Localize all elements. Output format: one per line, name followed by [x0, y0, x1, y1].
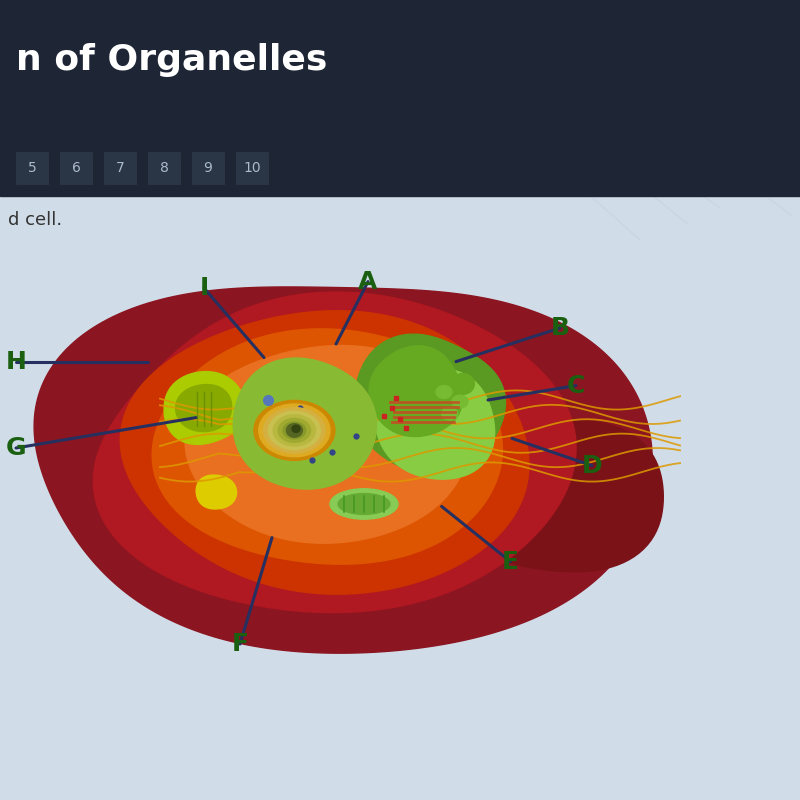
Text: 8: 8	[159, 161, 169, 175]
Polygon shape	[234, 358, 377, 489]
Ellipse shape	[330, 489, 398, 519]
Text: H: H	[6, 350, 26, 374]
Ellipse shape	[264, 407, 325, 453]
Polygon shape	[369, 346, 462, 437]
Ellipse shape	[254, 400, 335, 460]
Polygon shape	[176, 385, 232, 431]
Text: I: I	[199, 276, 209, 300]
Ellipse shape	[269, 411, 320, 450]
Text: A: A	[358, 270, 378, 294]
Polygon shape	[152, 329, 502, 564]
Ellipse shape	[292, 425, 300, 432]
Ellipse shape	[274, 414, 315, 446]
Text: C: C	[567, 374, 585, 398]
Text: F: F	[231, 632, 249, 656]
Text: E: E	[502, 550, 519, 574]
Polygon shape	[120, 310, 529, 594]
Text: 10: 10	[243, 161, 261, 175]
Text: B: B	[550, 316, 570, 340]
Text: G: G	[6, 436, 26, 460]
Ellipse shape	[286, 423, 302, 437]
Polygon shape	[354, 334, 506, 474]
Ellipse shape	[436, 386, 452, 398]
Text: n of Organelles: n of Organelles	[16, 43, 327, 77]
Polygon shape	[185, 346, 468, 543]
Text: D: D	[582, 454, 602, 478]
Text: 9: 9	[203, 161, 213, 175]
Ellipse shape	[338, 494, 390, 514]
Ellipse shape	[450, 374, 474, 394]
Text: 7: 7	[116, 161, 124, 175]
Text: 6: 6	[71, 161, 81, 175]
Polygon shape	[164, 372, 246, 445]
Ellipse shape	[278, 418, 310, 442]
Polygon shape	[34, 287, 652, 653]
Text: d cell.: d cell.	[8, 211, 62, 229]
Text: 5: 5	[28, 161, 36, 175]
Polygon shape	[94, 292, 576, 613]
Polygon shape	[451, 420, 663, 572]
Polygon shape	[375, 368, 494, 479]
Ellipse shape	[258, 404, 330, 457]
Ellipse shape	[452, 395, 468, 408]
Ellipse shape	[442, 407, 458, 420]
Polygon shape	[196, 475, 237, 509]
Ellipse shape	[283, 422, 306, 438]
